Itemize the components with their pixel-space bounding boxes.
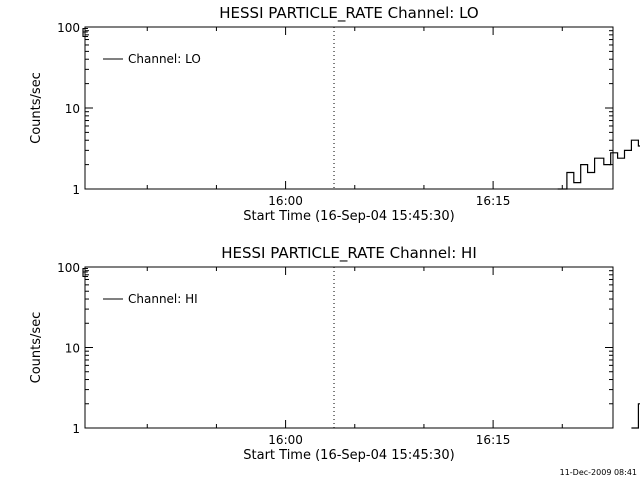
y-axis-label: Counts/sec (29, 72, 44, 144)
y-tick-label: 10 (65, 102, 80, 116)
legend-label: Channel: LO (128, 52, 201, 66)
x-axis-label: Start Time (16-Sep-04 15:45:30) (243, 448, 454, 463)
y-tick-label: 10 (65, 342, 80, 356)
y-tick-label: 1 (72, 422, 80, 436)
hi-channel-panel: HESSI PARTICLE_RATE Channel: HI 1 10 100 Cou… (29, 244, 640, 463)
y-axis-label: Counts/sec (29, 312, 44, 384)
chart-title: HESSI PARTICLE_RATE Channel: HI (221, 244, 477, 263)
y-tick-label: 1 (72, 183, 80, 197)
y-tick-label: 100 (57, 261, 80, 275)
x-axis-label: Start Time (16-Sep-04 15:45:30) (243, 209, 454, 224)
y-tick-label: 100 (57, 21, 80, 35)
series-line (557, 139, 640, 190)
event-marker-label: E (81, 266, 89, 280)
x-tick-label: 16:00 (268, 194, 303, 208)
x-tick-label: 16:00 (268, 433, 303, 447)
chart-title: HESSI PARTICLE_RATE Channel: LO (219, 4, 478, 23)
legend-label: Channel: HI (128, 292, 198, 306)
lo-channel-panel: HESSI PARTICLE_RATE Channel: LO 1 10 100 Cou… (29, 4, 640, 224)
event-marker-label: E (81, 26, 89, 40)
plot-timestamp: 11-Dec-2009 08:41 (560, 468, 637, 477)
x-tick-label: 16:15 (476, 194, 511, 208)
series-line (631, 403, 640, 429)
x-tick-label: 16:15 (476, 433, 511, 447)
